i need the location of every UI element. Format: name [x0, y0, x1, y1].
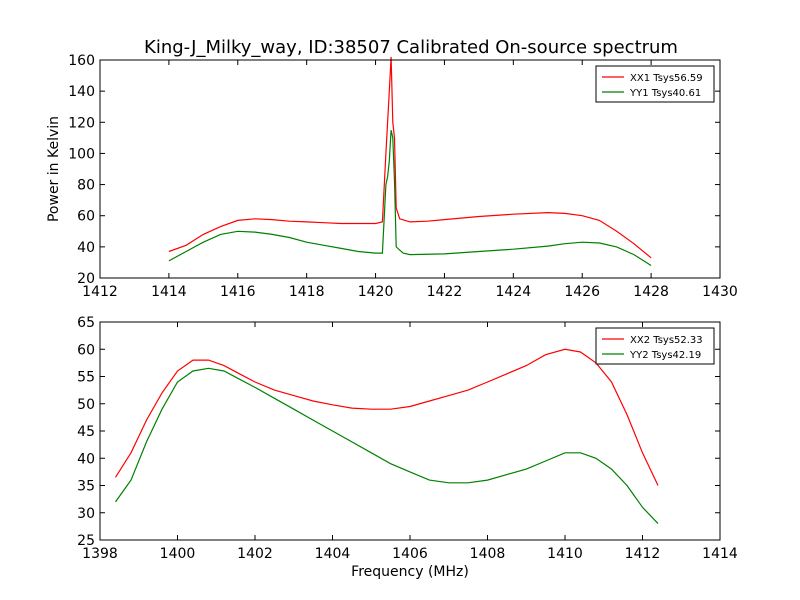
y-tick-label: 65 [77, 315, 95, 331]
x-tick-label: 1424 [496, 284, 532, 300]
legend-entry: XX2 Tsys52.33 [630, 335, 703, 346]
panel-2: 1398 1400 1402 1404 1406 1408 1410 1412 1414 25 30… [77, 315, 738, 580]
y-tick-label: 120 [68, 115, 95, 131]
legend-entry: XX1 Tsys56.59 [630, 73, 703, 84]
y-tick-label: 60 [77, 342, 95, 358]
x-axis-label: Frequency (MHz) [351, 564, 469, 580]
x-tick-label: 1414 [151, 284, 187, 300]
y-tick-label: 100 [68, 146, 95, 162]
x-tick-label: 1414 [702, 546, 738, 562]
y-tick-label: 20 [77, 271, 95, 287]
series-line-2-2 [115, 367, 659, 525]
y-tick-label: 50 [77, 397, 95, 413]
x-tick-label: 1398 [82, 546, 118, 562]
y-tick-label: 55 [77, 370, 95, 386]
y-tick-label: 40 [77, 240, 95, 256]
panel-1: 1412 1414 1416 1418 1420 1422 1424 1426 1428 1430… [46, 53, 738, 300]
x-tick-label: 1420 [358, 284, 394, 300]
plot-frame [99, 59, 721, 279]
legend-box [595, 65, 715, 103]
x-tick-label: 1418 [289, 284, 325, 300]
x-tick-label: 1428 [633, 284, 669, 300]
x-tick-label: 1430 [702, 284, 738, 300]
y-tick-label: 25 [77, 533, 95, 549]
chart-panels: 1412 1414 1416 1418 1420 1422 1424 1426 1428 1430… [46, 53, 738, 580]
y-tick-label: 45 [77, 424, 95, 440]
chart-title: King-J_Milky_way, ID:38507 Calibrated On… [144, 37, 678, 58]
series-line-1-1 [168, 56, 652, 259]
y-tick-label: 60 [77, 209, 95, 225]
x-tick-label: 1412 [625, 546, 661, 562]
y-tick-label: 40 [77, 451, 95, 467]
x-tick-label: 1422 [427, 284, 463, 300]
y-tick-label: 140 [68, 84, 95, 100]
x-tick-label: 1402 [237, 546, 273, 562]
legend-entry: YY1 Tsys40.61 [629, 88, 701, 99]
x-tick-label: 1416 [220, 284, 256, 300]
x-tick-label: 1410 [547, 546, 583, 562]
y-tick-label: 160 [68, 53, 95, 69]
y-tick-label: 80 [77, 178, 95, 194]
series-line-2-1 [114, 348, 659, 486]
x-tick-label: 1406 [392, 546, 428, 562]
y-tick-label: 30 [77, 506, 95, 522]
legend: XX1 Tsys56.59 YY1 Tsys40.61 [595, 65, 715, 103]
x-tick-label: 1400 [160, 546, 196, 562]
x-tick-label: 1408 [470, 546, 506, 562]
legend-box [595, 327, 715, 365]
x-tick-label: 1426 [564, 284, 600, 300]
legend-entry: YY2 Tsys42.19 [629, 350, 701, 361]
y-tick-label: 35 [77, 479, 95, 495]
x-tick-label: 1404 [315, 546, 351, 562]
series-line-1-2 [168, 129, 652, 267]
x-tick-label: 1412 [82, 284, 118, 300]
y-axis-label: Power in Kelvin [46, 116, 62, 222]
legend: XX2 Tsys52.33 YY2 Tsys42.19 [595, 327, 715, 365]
